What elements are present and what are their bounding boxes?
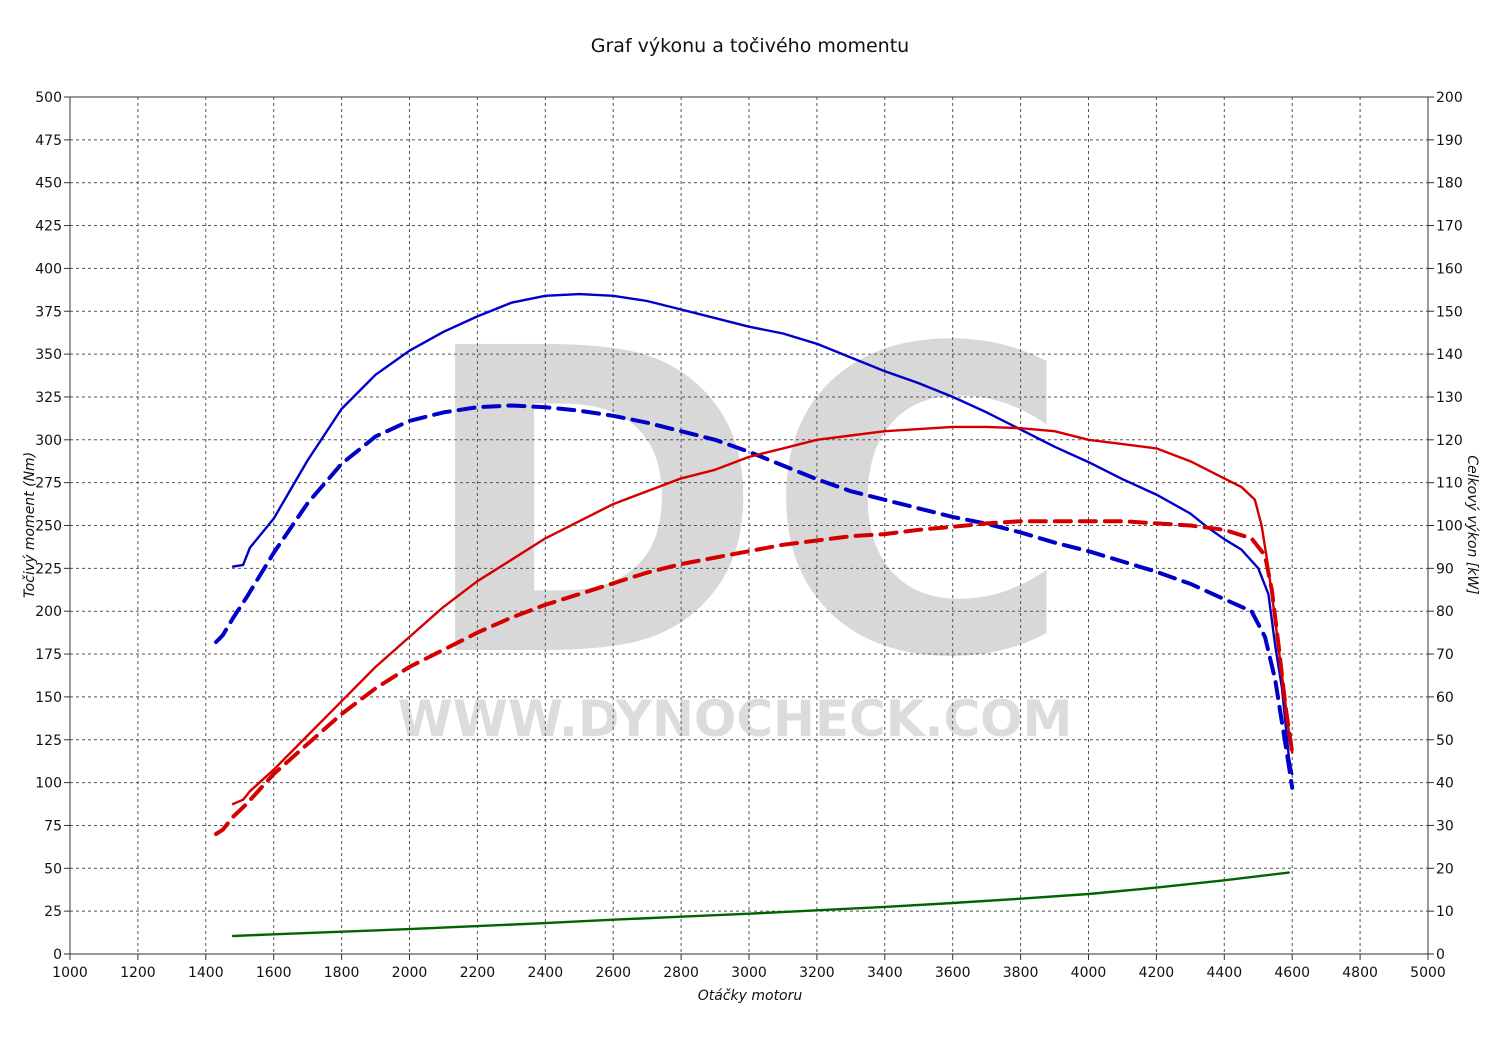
x-tick-label: 3000 — [731, 965, 767, 981]
x-tick-label: 4400 — [1206, 965, 1242, 981]
y-left-tick-label: 400 — [35, 261, 62, 277]
x-tick-label: 4000 — [1071, 965, 1107, 981]
x-tick-label: 3200 — [799, 965, 835, 981]
watermark: DC WWW.DYNOCHECK.COM — [398, 261, 1074, 750]
x-tick-label: 1800 — [324, 965, 360, 981]
y-right-tick-label: 30 — [1436, 818, 1454, 834]
y-left-tick-label: 0 — [53, 947, 62, 963]
y-right-tick-label: 150 — [1436, 304, 1463, 320]
y-left-tick-label: 100 — [35, 776, 62, 792]
y-left-tick-label: 25 — [44, 904, 62, 920]
y-right-tick-label: 100 — [1436, 519, 1463, 535]
series-line-2 — [214, 403, 1295, 790]
y-right-tick-label: 80 — [1436, 604, 1454, 620]
y-right-tick-label: 140 — [1436, 347, 1463, 363]
series-line-1 — [231, 292, 1294, 776]
y-right-tick-label: 70 — [1436, 647, 1454, 663]
x-tick-label: 2400 — [527, 965, 563, 981]
y-right-tick-label: 170 — [1436, 219, 1463, 235]
x-tick-label: 3800 — [1003, 965, 1039, 981]
y-right-tick-label: 20 — [1436, 861, 1454, 877]
y-right-tick-label: 190 — [1436, 133, 1463, 149]
y-left-tick-label: 150 — [35, 690, 62, 706]
y-left-tick-label: 325 — [35, 390, 62, 406]
y-left-tick-label: 175 — [35, 647, 62, 663]
x-tick-label: 2200 — [460, 965, 496, 981]
x-tick-label: 2600 — [595, 965, 631, 981]
x-tick-label: 1000 — [52, 965, 88, 981]
watermark-logo: DC — [417, 261, 1074, 750]
series-group — [214, 292, 1295, 938]
y-left-tick-label: 50 — [44, 861, 62, 877]
x-tick-label: 1600 — [256, 965, 292, 981]
y-left-axis-label: Točivý moment (Nm) — [22, 452, 38, 598]
y-left-tick-label: 475 — [35, 133, 62, 149]
y-right-tick-label: 0 — [1436, 947, 1445, 963]
y-left-tick-label: 450 — [35, 176, 62, 192]
x-tick-label: 4200 — [1139, 965, 1175, 981]
y-left-tick-label: 225 — [35, 561, 62, 577]
y-left-tick-label: 300 — [35, 433, 62, 449]
y-right-tick-label: 50 — [1436, 733, 1454, 749]
x-tick-label: 1200 — [120, 965, 156, 981]
y-right-tick-label: 110 — [1436, 476, 1463, 492]
watermark-url: WWW.DYNOCHECK.COM — [398, 690, 1073, 748]
y-left-tick-label: 350 — [35, 347, 62, 363]
chart-title: Graf výkonu a točivého momentu — [591, 35, 909, 57]
y-right-tick-label: 90 — [1436, 561, 1454, 577]
y-left-tick-label: 425 — [35, 219, 62, 235]
y-left-tick-label: 125 — [35, 733, 62, 749]
y-left-tick-label: 500 — [35, 90, 62, 106]
y-right-tick-label: 130 — [1436, 390, 1463, 406]
x-tick-label: 2000 — [392, 965, 428, 981]
series-line-3 — [231, 425, 1294, 806]
y-right-tick-label: 10 — [1436, 904, 1454, 920]
series-line-4 — [214, 519, 1295, 836]
x-tick-label: 2800 — [663, 965, 699, 981]
y-right-tick-label: 180 — [1436, 176, 1463, 192]
x-axis-label: Otáčky motoru — [698, 988, 803, 1004]
y-left-tick-label: 75 — [44, 818, 62, 834]
y-right-tick-label: 120 — [1436, 433, 1463, 449]
x-tick-label: 4600 — [1274, 965, 1310, 981]
y-right-axis-label: Celkový výkon [kW] — [1464, 455, 1480, 594]
x-tick-label: 1400 — [188, 965, 224, 981]
x-tick-label: 3600 — [935, 965, 971, 981]
y-left-tick-label: 375 — [35, 304, 62, 320]
grid — [70, 97, 1428, 954]
x-tick-label: 3400 — [867, 965, 903, 981]
y-right-tick-label: 160 — [1436, 261, 1463, 277]
axes: 1000 1200 1400 1600 1800 2000 2200 2400 2600 2800… — [35, 90, 1462, 981]
y-right-tick-label: 200 — [1436, 90, 1463, 106]
x-tick-label: 4800 — [1342, 965, 1378, 981]
y-left-tick-label: 275 — [35, 476, 62, 492]
x-tick-label: 5000 — [1410, 965, 1446, 981]
y-right-tick-label: 60 — [1436, 690, 1454, 706]
y-left-tick-label: 200 — [35, 604, 62, 620]
y-right-tick-label: 40 — [1436, 776, 1454, 792]
series-line-5 — [231, 871, 1291, 938]
y-left-tick-label: 250 — [35, 519, 62, 535]
